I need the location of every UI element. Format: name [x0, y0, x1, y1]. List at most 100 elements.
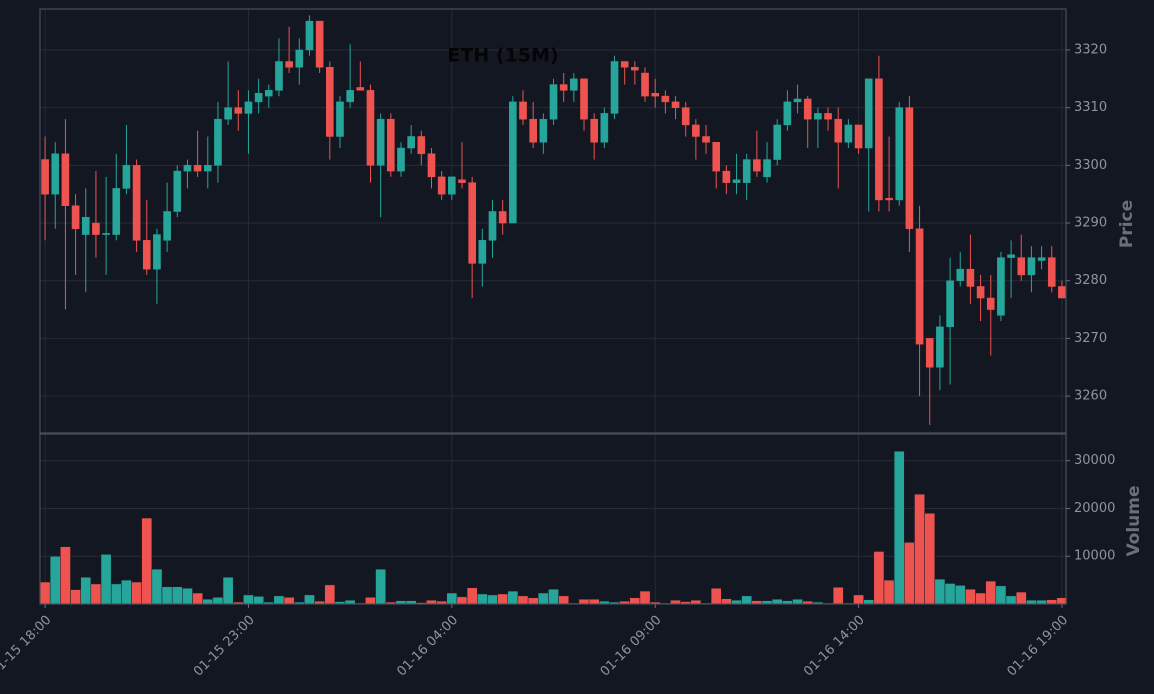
candle-body: [722, 170, 731, 183]
candle-body: [71, 205, 80, 230]
candle-body: [590, 118, 598, 143]
volume-bar: [39, 581, 51, 605]
candle-body: [997, 257, 1005, 316]
candle-body: [559, 84, 568, 91]
y-tick-label: 3260: [1074, 389, 1107, 404]
candle-body: [803, 98, 812, 120]
candle-body: [529, 118, 537, 143]
volume-bar: [863, 599, 875, 605]
candle-body: [925, 338, 934, 368]
volume-bar: [253, 596, 264, 605]
candle-body: [61, 153, 70, 206]
candle-body: [651, 92, 660, 97]
candle-body: [661, 95, 670, 103]
volume-bar: [629, 597, 641, 605]
candle-body: [397, 147, 405, 172]
volume-bar: [904, 542, 915, 605]
volume-bar: [924, 513, 936, 605]
volume-bar: [985, 580, 997, 605]
volume-bar: [883, 579, 895, 605]
volume-bar: [171, 586, 183, 605]
candle-body: [732, 179, 741, 183]
volume-bar: [49, 555, 61, 605]
candle-body: [854, 124, 863, 149]
volume-bar: [60, 546, 71, 605]
candle-body: [295, 49, 304, 68]
candle-body: [844, 124, 853, 143]
y-tick-label: 3300: [1074, 158, 1107, 173]
volume-bar: [324, 584, 336, 605]
candle-body: [285, 61, 293, 68]
volume-bar: [476, 593, 488, 605]
candle-body: [1047, 257, 1056, 287]
volume-bar: [944, 583, 956, 605]
candle-body: [92, 222, 100, 235]
candle-body: [214, 118, 222, 166]
volume-bar: [497, 593, 509, 605]
volume-bar: [151, 568, 163, 605]
candle-body: [824, 113, 832, 120]
volume-bar: [110, 583, 122, 605]
candle-body: [244, 101, 253, 114]
volume-bar: [141, 517, 153, 605]
volume-bar: [70, 589, 81, 605]
candle-body: [570, 78, 578, 91]
candle-body: [519, 101, 527, 120]
candle-body: [448, 176, 456, 195]
y2-tick-label: 30000: [1074, 453, 1115, 468]
volume-bar: [243, 594, 254, 605]
volume-bar: [527, 597, 539, 605]
candle-body: [966, 268, 975, 287]
volume-bar: [121, 579, 132, 605]
candle-body: [905, 107, 914, 230]
candle-body: [956, 268, 965, 281]
volume-bar: [365, 597, 376, 605]
volume-bar: [1005, 595, 1017, 605]
candle-body: [488, 211, 497, 241]
volume-bar: [273, 595, 285, 605]
candle-body: [112, 188, 121, 235]
candle-body: [610, 61, 619, 114]
candle-body: [539, 118, 548, 143]
candle-body: [885, 197, 893, 201]
candle-body: [132, 165, 141, 241]
volume-bar: [304, 594, 315, 605]
volume-frame: [39, 433, 1067, 605]
candle-body: [1037, 257, 1046, 261]
volume-bar: [954, 585, 966, 605]
candle-body: [864, 78, 873, 149]
candle-body: [234, 107, 243, 114]
candle-body: [946, 280, 954, 328]
volume-bar: [466, 587, 478, 605]
candle-body: [936, 326, 944, 368]
candle-body: [264, 90, 273, 97]
volume-bar: [578, 598, 590, 605]
candle-body: [356, 87, 365, 91]
volume-bar: [456, 596, 468, 605]
candle-body: [702, 136, 710, 143]
volume-bar: [80, 577, 92, 605]
candle-body: [417, 136, 426, 155]
volume-bar: [192, 592, 203, 605]
candle-body: [193, 165, 202, 172]
y-tick-label: 3270: [1074, 331, 1107, 346]
candle-body: [600, 113, 609, 143]
candle-body: [986, 297, 995, 310]
candle-body: [976, 286, 985, 299]
candle-body: [793, 98, 802, 103]
volume-bar: [741, 595, 753, 605]
candle-body: [51, 153, 60, 195]
volume-bar: [975, 592, 986, 605]
y-tick-label: 3290: [1074, 216, 1107, 231]
candle-body: [305, 20, 314, 51]
candle-body: [783, 101, 792, 126]
candle-body: [509, 101, 517, 224]
candle-body: [1007, 254, 1015, 258]
candle-body: [478, 240, 487, 264]
volume-bar: [832, 587, 844, 605]
volume-bar: [710, 587, 722, 605]
candle-body: [915, 228, 924, 345]
volume-bar: [721, 598, 732, 605]
